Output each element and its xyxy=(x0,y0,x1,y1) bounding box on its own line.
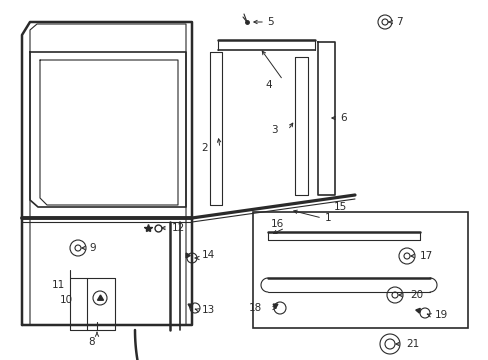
Text: 15: 15 xyxy=(333,202,346,212)
Text: 18: 18 xyxy=(248,303,262,313)
Text: 14: 14 xyxy=(202,250,215,260)
Text: 6: 6 xyxy=(339,113,346,123)
Text: 4: 4 xyxy=(265,80,271,90)
Text: 2: 2 xyxy=(201,143,207,153)
Text: 11: 11 xyxy=(51,280,64,290)
Text: 13: 13 xyxy=(202,305,215,315)
Text: 19: 19 xyxy=(434,310,447,320)
Text: 20: 20 xyxy=(409,290,422,300)
Text: 5: 5 xyxy=(266,17,273,27)
Bar xyxy=(252,212,467,328)
Text: 10: 10 xyxy=(60,295,73,305)
Text: 3: 3 xyxy=(271,125,278,135)
Text: 12: 12 xyxy=(172,223,185,233)
Text: 1: 1 xyxy=(325,213,331,223)
Text: 21: 21 xyxy=(405,339,418,349)
Text: 7: 7 xyxy=(395,17,402,27)
Text: 8: 8 xyxy=(88,337,95,347)
Text: 16: 16 xyxy=(270,219,283,229)
Text: 9: 9 xyxy=(89,243,96,253)
Text: 17: 17 xyxy=(419,251,432,261)
